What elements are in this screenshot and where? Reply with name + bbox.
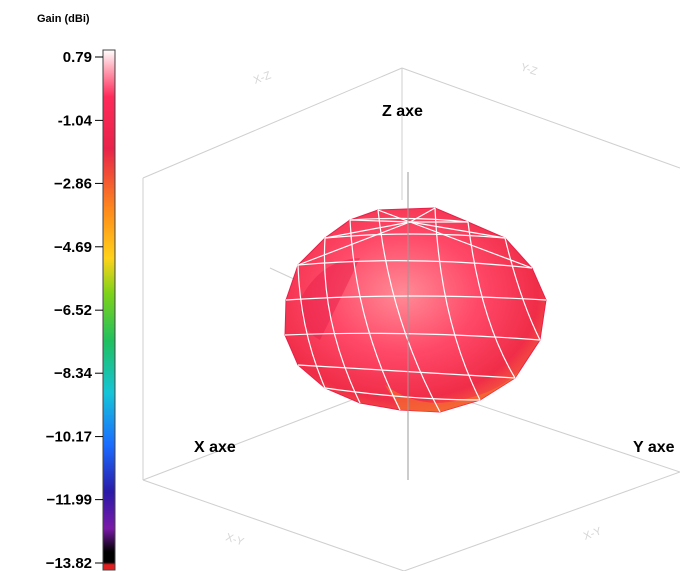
colorbar: Gain (dBi) 0.79 -1.04 −2.86 −4.69 −6.52 −8.34… [37,13,116,571]
face-label: X-Y [582,525,604,543]
colorbar-gradient [102,49,116,571]
z-axis-label: Z axe [382,103,423,120]
pattern-mesh [284,207,547,413]
radiation-pattern-surface [284,207,547,413]
colorbar-title: Gain (dBi) [37,13,90,25]
colorbar-tick-label: −6.52 [54,302,92,319]
colorbar-tick-label: -1.04 [58,112,93,129]
colorbar-tick-label: −11.99 [47,492,92,509]
y-axis-label: Y axe [633,439,675,456]
face-label: X-Y [224,531,246,548]
pattern-shadow [385,370,520,412]
colorbar-ticks: 0.79 -1.04 −2.86 −4.69 −6.52 −8.34 −10.17 −11.9… [46,49,103,571]
colorbar-tick-label: −2.86 [54,175,92,192]
face-labels: X-Z Y-Z X-Y X-Y [224,61,604,548]
colorbar-tick-label: −10.17 [46,429,92,446]
face-label: X-Z [252,69,273,86]
face-label: Y-Z [519,61,539,78]
colorbar-tick-label: −8.34 [54,365,93,382]
colorbar-tick-label: −13.82 [46,555,92,571]
colorbar-tick-label: −4.69 [54,239,92,256]
colorbar-tick-label: 0.79 [63,49,92,66]
pattern-highlight [300,258,360,340]
x-axis-label: X axe [194,439,236,456]
